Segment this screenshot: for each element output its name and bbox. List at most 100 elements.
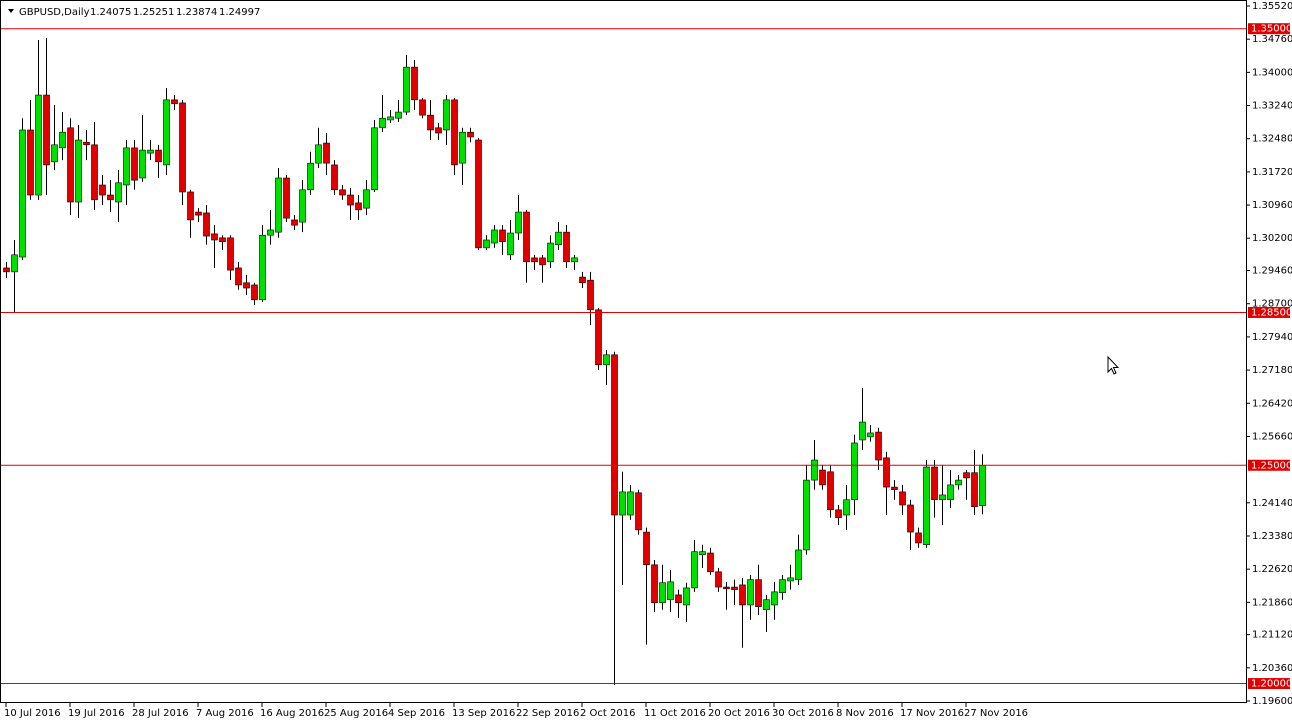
- candle-body: [907, 504, 914, 533]
- candle-body: [979, 465, 986, 506]
- x-tick-label: 16 Aug 2016: [260, 708, 324, 719]
- candle-body: [235, 267, 242, 286]
- y-tick-label: 1.21120: [1252, 630, 1292, 641]
- candle-body: [227, 237, 234, 271]
- candle-body: [939, 494, 946, 501]
- candle-body: [443, 99, 450, 131]
- candle-body: [723, 586, 730, 590]
- candle-body: [555, 231, 562, 246]
- candle-body: [547, 242, 554, 263]
- candle-body: [403, 66, 410, 113]
- candle-body: [11, 254, 18, 273]
- candle-body: [659, 582, 666, 604]
- candle-body: [675, 594, 682, 604]
- x-tick-label: 8 Nov 2016: [836, 708, 894, 719]
- candle-body: [611, 354, 618, 516]
- candle-body: [691, 551, 698, 589]
- y-tick-label: 1.25660: [1252, 431, 1292, 442]
- candle-body: [851, 442, 858, 501]
- candle-body: [147, 149, 154, 154]
- candle-body: [339, 189, 346, 196]
- candle-body: [99, 184, 106, 196]
- level-label-box: [1248, 306, 1290, 318]
- candle-body: [875, 431, 882, 461]
- candle-body: [635, 492, 642, 531]
- x-tick-label: 4 Sep 2016: [388, 708, 445, 719]
- candle-body: [467, 131, 474, 138]
- candle-body: [955, 479, 962, 486]
- y-tick-label: 1.27180: [1252, 365, 1292, 376]
- candle-body: [891, 486, 898, 491]
- candle-body: [491, 229, 498, 244]
- candle-body: [163, 99, 170, 166]
- x-tick-label: 13 Sep 2016: [452, 708, 515, 719]
- candle-body: [131, 147, 138, 181]
- candle-body: [651, 564, 658, 604]
- y-tick-label: 1.23380: [1252, 531, 1292, 542]
- y-tick-label: 1.30960: [1252, 200, 1292, 211]
- candle-body: [571, 257, 578, 263]
- y-tick-label: 1.22620: [1252, 564, 1292, 575]
- level-label: 1.35000: [1251, 24, 1292, 35]
- candle-body: [275, 177, 282, 233]
- y-tick-label: 1.34000: [1252, 67, 1292, 78]
- candle-body: [579, 276, 586, 284]
- candle-body: [707, 552, 714, 573]
- candle-body: [195, 211, 202, 216]
- candle-body: [803, 479, 810, 551]
- header-close: 1.24997: [219, 7, 260, 18]
- candle-body: [667, 581, 674, 601]
- candle-body: [587, 279, 594, 311]
- header-high: 1.25251: [133, 7, 174, 18]
- candle-body: [883, 457, 890, 488]
- candle-body: [795, 549, 802, 580]
- candle-body: [739, 584, 746, 606]
- y-tick-label: 1.30200: [1252, 233, 1292, 244]
- candle-body: [563, 231, 570, 263]
- candle-body: [867, 432, 874, 438]
- candle-body: [19, 129, 26, 258]
- y-tick-label: 1.35520: [1252, 1, 1292, 12]
- candle-body: [219, 237, 226, 243]
- candle-body: [699, 551, 706, 556]
- candle-body: [915, 532, 922, 544]
- candle-body: [971, 472, 978, 508]
- candle-body: [787, 577, 794, 582]
- plot-frame: [0, 0, 1247, 703]
- candle-body: [35, 94, 42, 196]
- candle-body: [307, 162, 314, 191]
- candle-body: [419, 99, 426, 116]
- y-tick-label: 1.29460: [1252, 266, 1292, 277]
- candle-body: [379, 117, 386, 129]
- candle-body: [835, 509, 842, 518]
- y-tick-label: 1.33240: [1252, 101, 1292, 112]
- candle-body: [67, 127, 74, 203]
- candle-body: [363, 189, 370, 209]
- candle-body: [179, 102, 186, 193]
- level-label: 1.28500: [1251, 307, 1292, 318]
- candle-body: [43, 94, 50, 166]
- level-label: 1.25000: [1251, 460, 1292, 471]
- y-tick-label: 1.19600: [1252, 696, 1292, 707]
- candle-body: [3, 267, 10, 273]
- candle-body: [747, 579, 754, 606]
- candle-body: [323, 142, 330, 164]
- chart-title: GBPUSD,Daily: [19, 7, 90, 18]
- x-tick-label: 19 Jul 2016: [68, 708, 125, 719]
- candle-body: [451, 99, 458, 166]
- menu-triangle[interactable]: [8, 9, 14, 13]
- candle-body: [523, 211, 530, 263]
- candle-body: [483, 239, 490, 249]
- y-tick-label: 1.27940: [1252, 332, 1292, 343]
- x-tick-label: 20 Oct 2016: [708, 708, 770, 719]
- candle-body: [115, 182, 122, 203]
- candle-body: [643, 531, 650, 566]
- candle-body: [715, 571, 722, 588]
- x-tick-label: 22 Sep 2016: [516, 708, 579, 719]
- candle-body: [843, 499, 850, 516]
- x-tick-label: 25 Aug 2016: [324, 708, 388, 719]
- candle-body: [411, 66, 418, 101]
- level-label-box: [1248, 23, 1290, 35]
- candle-body: [203, 212, 210, 237]
